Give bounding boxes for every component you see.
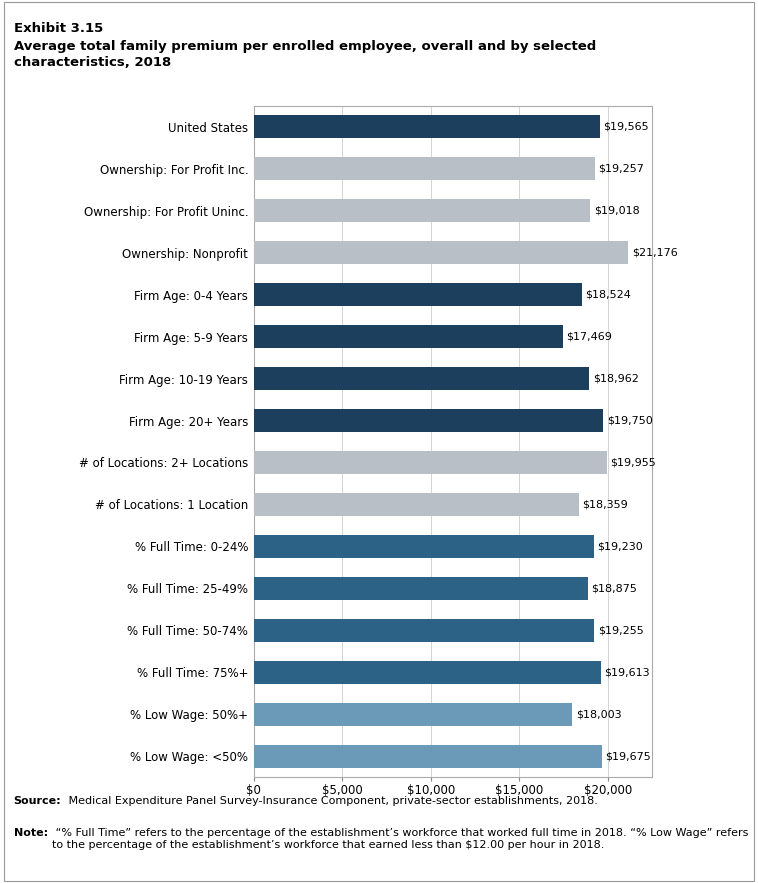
Text: $17,469: $17,469: [566, 332, 612, 342]
Text: $19,018: $19,018: [594, 206, 640, 215]
Bar: [254, 703, 572, 726]
Text: Average total family premium per enrolled employee, overall and by selected
char: Average total family premium per enrolle…: [14, 40, 596, 69]
Bar: [254, 200, 590, 223]
Bar: [254, 157, 594, 180]
Text: $18,003: $18,003: [576, 709, 622, 719]
Bar: [254, 535, 594, 558]
Text: Exhibit 3.15: Exhibit 3.15: [14, 22, 103, 35]
Text: Source:: Source:: [14, 796, 61, 806]
Bar: [254, 325, 563, 348]
Text: Medical Expenditure Panel Survey-Insurance Component, private-sector establishme: Medical Expenditure Panel Survey-Insuran…: [65, 796, 598, 806]
Text: $18,359: $18,359: [582, 500, 628, 509]
Bar: [254, 367, 589, 390]
Text: $19,230: $19,230: [597, 541, 644, 551]
Text: $19,255: $19,255: [598, 625, 644, 635]
Bar: [254, 493, 578, 516]
Text: $19,565: $19,565: [603, 122, 649, 132]
Bar: [254, 451, 607, 474]
Text: $19,613: $19,613: [604, 668, 650, 677]
Text: $19,750: $19,750: [606, 416, 653, 426]
Bar: [254, 744, 602, 767]
Text: $19,257: $19,257: [598, 164, 644, 174]
Text: “% Full Time” refers to the percentage of the establishment’s workforce that wor: “% Full Time” refers to the percentage o…: [52, 828, 749, 849]
Bar: [254, 577, 587, 600]
Text: $18,524: $18,524: [585, 290, 631, 299]
Text: $19,675: $19,675: [606, 751, 651, 761]
Text: $21,176: $21,176: [632, 248, 678, 258]
Text: $19,955: $19,955: [610, 457, 656, 467]
Bar: [254, 409, 603, 432]
Text: $18,875: $18,875: [591, 584, 637, 593]
Bar: [254, 660, 601, 683]
Bar: [254, 116, 600, 139]
Bar: [254, 241, 628, 264]
Text: Note:: Note:: [14, 828, 48, 838]
Text: $18,962: $18,962: [593, 374, 639, 383]
Bar: [254, 619, 594, 642]
Bar: [254, 283, 581, 306]
